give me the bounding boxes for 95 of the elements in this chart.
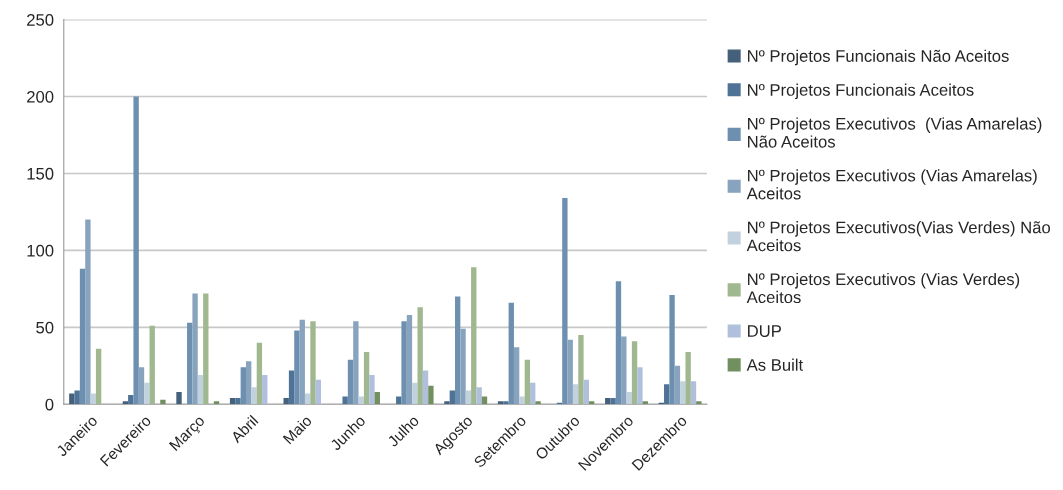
bar	[235, 398, 241, 405]
bar	[417, 307, 423, 405]
bar	[256, 342, 263, 405]
bar	[572, 384, 579, 405]
bar	[583, 379, 589, 405]
bar	[229, 398, 236, 405]
bar	[696, 401, 702, 405]
bar	[631, 341, 638, 405]
legend-label: Nº Projetos Executivos (Vias Amarelas) Não Aceitos	[748, 117, 1042, 148]
bar	[535, 401, 541, 405]
bar	[497, 401, 504, 405]
legend-label: Nº Projetos Executivos (Vias Verdes) Aceitos	[746, 272, 1020, 304]
bar	[79, 268, 86, 405]
bar	[353, 321, 359, 405]
bar	[674, 365, 681, 405]
bar	[90, 393, 96, 405]
bar	[69, 393, 75, 405]
legend-label: As Built	[746, 358, 804, 371]
bar	[315, 379, 322, 405]
bar	[664, 384, 670, 405]
bar	[288, 370, 295, 405]
bar	[428, 385, 434, 405]
bar	[85, 219, 91, 405]
y-tick-label: 50	[36, 321, 54, 334]
legend-label: Nº Projetos Funcionais Não Aceitos	[748, 49, 1009, 66]
bar	[187, 322, 193, 405]
bar	[444, 401, 450, 405]
bar	[128, 395, 134, 405]
y-tick-label: 150	[27, 167, 54, 180]
bar	[213, 401, 220, 405]
bar	[588, 401, 595, 405]
bar	[363, 351, 370, 405]
bar	[262, 375, 268, 405]
bar	[519, 396, 525, 405]
bar	[513, 347, 520, 405]
bar	[626, 391, 632, 405]
bar	[605, 398, 611, 405]
bar	[74, 390, 80, 405]
legend-label: Nº Projetos Executivos (Vias Amarelas) Aceitos	[746, 169, 1037, 200]
bar	[503, 401, 509, 405]
bar	[680, 381, 686, 405]
bar	[299, 319, 305, 405]
bar	[310, 321, 316, 405]
bar	[160, 399, 166, 405]
bar	[685, 351, 691, 405]
bar	[283, 398, 289, 405]
bar	[138, 367, 145, 405]
bar	[610, 398, 616, 405]
bar	[374, 391, 380, 405]
legend-label: Nº Projetos Executivos(Vias Verdes) Não Aceitos	[746, 221, 1051, 252]
bar	[449, 390, 456, 405]
bar	[342, 396, 348, 405]
bar	[530, 382, 536, 405]
bar	[476, 387, 482, 405]
bar	[246, 361, 252, 405]
bar	[567, 339, 573, 405]
y-tick-label: 0	[45, 398, 54, 411]
bar	[347, 359, 354, 405]
bar	[465, 390, 472, 405]
legend-label: DUP	[748, 325, 781, 337]
bar	[133, 96, 139, 405]
bar	[294, 330, 300, 405]
bar	[304, 393, 311, 405]
y-tick-label: 200	[27, 90, 54, 103]
bar	[471, 267, 477, 405]
bar	[562, 198, 568, 405]
bar	[642, 401, 648, 405]
bar	[95, 348, 102, 405]
bar	[122, 401, 129, 405]
bar	[524, 359, 531, 405]
bar	[369, 375, 375, 405]
legend-label: Nº Projetos Funcionais Aceitos	[748, 83, 974, 100]
bar	[460, 328, 466, 405]
bar	[251, 387, 257, 405]
bar	[240, 367, 246, 405]
bar	[203, 293, 209, 405]
bar	[637, 367, 643, 405]
y-tick-label: 100	[27, 244, 54, 257]
bar	[192, 293, 198, 405]
bar	[669, 295, 675, 405]
bar	[621, 336, 627, 405]
bar	[149, 325, 155, 405]
bar	[615, 281, 622, 405]
bar	[412, 382, 418, 405]
bar	[197, 375, 204, 405]
y-tick-label: 250	[27, 14, 54, 26]
bar	[578, 335, 584, 405]
bar	[401, 321, 407, 405]
bar	[422, 370, 429, 405]
bar	[406, 315, 413, 405]
bar	[144, 382, 150, 405]
bar	[508, 302, 514, 405]
bar	[455, 296, 461, 405]
bar	[690, 381, 697, 405]
bar	[176, 391, 182, 405]
